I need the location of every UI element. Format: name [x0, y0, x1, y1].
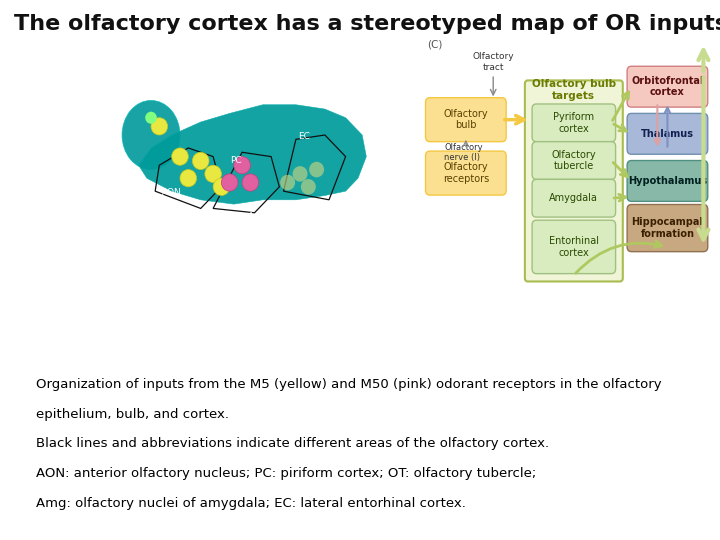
Text: Amg: Amg — [248, 212, 269, 221]
Circle shape — [280, 175, 295, 190]
Text: OT: OT — [211, 210, 223, 219]
FancyBboxPatch shape — [426, 98, 506, 141]
Text: Hypothalamus: Hypothalamus — [628, 176, 707, 186]
Text: The olfactory cortex has a stereotyped map of OR inputs: The olfactory cortex has a stereotyped m… — [14, 14, 720, 33]
Circle shape — [292, 166, 307, 181]
FancyBboxPatch shape — [627, 66, 708, 107]
FancyBboxPatch shape — [532, 141, 616, 179]
FancyBboxPatch shape — [627, 160, 708, 201]
Text: Entorhinal
cortex: Entorhinal cortex — [549, 236, 599, 258]
FancyBboxPatch shape — [532, 220, 616, 274]
Circle shape — [222, 174, 238, 191]
Text: AON: anterior olfactory nucleus; PC: piriform cortex; OT: olfactory tubercle;: AON: anterior olfactory nucleus; PC: pir… — [36, 467, 536, 480]
Circle shape — [151, 118, 168, 135]
Text: Amg: olfactory nuclei of amygdala; EC: lateral entorhinal cortex.: Amg: olfactory nuclei of amygdala; EC: l… — [36, 497, 466, 510]
Text: Orbitofrontal
cortex: Orbitofrontal cortex — [631, 76, 703, 98]
Ellipse shape — [122, 100, 180, 170]
Text: Olfactory
tubercle: Olfactory tubercle — [552, 150, 596, 171]
FancyBboxPatch shape — [426, 151, 506, 195]
Text: epithelium, bulb, and cortex.: epithelium, bulb, and cortex. — [36, 408, 229, 421]
Text: EC: EC — [298, 132, 310, 141]
Circle shape — [172, 148, 189, 165]
Text: Pyriform
cortex: Pyriform cortex — [553, 112, 595, 133]
Text: Thalamus: Thalamus — [641, 129, 694, 139]
Circle shape — [145, 112, 157, 124]
Text: (C): (C) — [427, 39, 442, 50]
Text: Olfactory
bulb: Olfactory bulb — [444, 109, 488, 131]
FancyBboxPatch shape — [525, 80, 623, 281]
FancyBboxPatch shape — [532, 179, 616, 217]
Text: PC: PC — [230, 156, 242, 165]
Text: Olfactory bulb
targets: Olfactory bulb targets — [532, 79, 616, 100]
Text: Amygdala: Amygdala — [549, 193, 598, 203]
Circle shape — [234, 157, 251, 174]
Text: Organization of inputs from the M5 (yellow) and M50 (pink) odorant receptors in : Organization of inputs from the M5 (yell… — [36, 378, 662, 391]
Circle shape — [309, 162, 324, 177]
Circle shape — [301, 179, 316, 194]
Text: Olfactory
tract: Olfactory tract — [472, 52, 514, 71]
Text: Black lines and abbreviations indicate different areas of the olfactory cortex.: Black lines and abbreviations indicate d… — [36, 437, 549, 450]
Text: Olfactory
nerve (I): Olfactory nerve (I) — [444, 143, 483, 163]
Text: Hippocampal
formation: Hippocampal formation — [631, 217, 703, 239]
Circle shape — [192, 152, 209, 170]
Circle shape — [213, 178, 230, 195]
Text: Olfactory
receptors: Olfactory receptors — [443, 163, 489, 184]
Circle shape — [242, 174, 258, 191]
Text: AON: AON — [162, 188, 181, 198]
FancyBboxPatch shape — [627, 205, 708, 252]
Circle shape — [205, 165, 222, 183]
Polygon shape — [139, 105, 366, 204]
FancyBboxPatch shape — [627, 113, 708, 154]
FancyBboxPatch shape — [532, 104, 616, 141]
Circle shape — [180, 170, 197, 187]
